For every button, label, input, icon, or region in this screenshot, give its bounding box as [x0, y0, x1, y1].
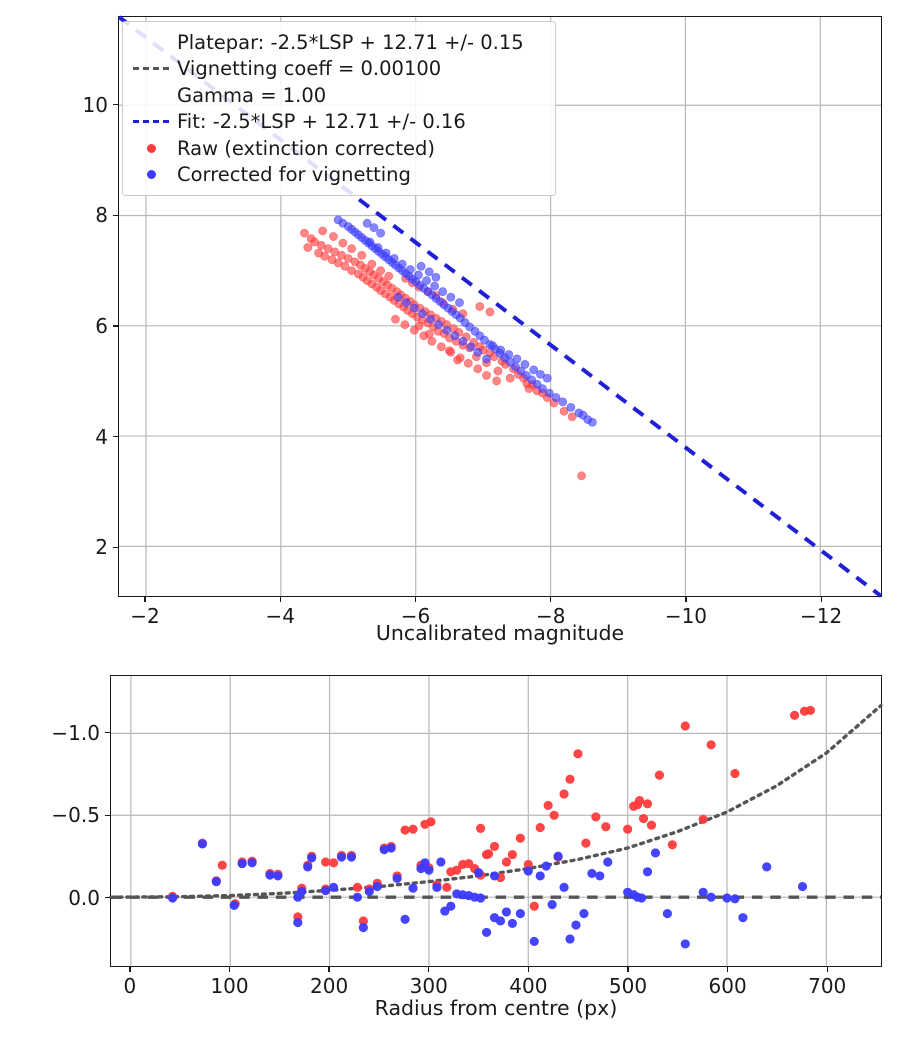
y-tick-mark	[105, 897, 110, 899]
legend-item: Gamma = 1.00	[131, 82, 546, 109]
legend-key-none	[131, 41, 171, 44]
x-tick-mark	[685, 597, 687, 602]
x-tick-mark	[428, 967, 430, 972]
x-tick-label: −8	[535, 604, 566, 628]
legend-item: Fit: -2.5*LSP + 12.71 +/- 0.16	[131, 109, 546, 136]
x-tick-label: 600	[708, 974, 747, 998]
x-tick-mark	[328, 967, 330, 972]
plot-legend: Platepar: -2.5*LSP + 12.71 +/- 0.15 Vigne…	[122, 21, 556, 196]
y-tick-label: 4	[95, 424, 108, 449]
legend-key-empty	[133, 94, 169, 97]
y-tick-label: −1.0	[51, 720, 100, 745]
legend-key-line	[131, 67, 171, 71]
y-tick-mark	[105, 814, 110, 816]
x-tick-label: −10	[664, 604, 708, 628]
y-tick-mark	[113, 546, 118, 548]
legend-item: Platepar: -2.5*LSP + 12.71 +/- 0.15	[131, 29, 546, 56]
legend-marker-swatch	[146, 170, 156, 180]
x-tick-mark	[550, 597, 552, 602]
x-tick-mark	[129, 967, 131, 972]
legend-item-label: Fit: -2.5*LSP + 12.71 +/- 0.16	[177, 110, 466, 133]
legend-item: Corrected for vignetting	[131, 162, 546, 189]
x-axis-title: Uncalibrated magnitude	[375, 621, 625, 645]
magnitude-plot-canvas	[117, 15, 883, 598]
x-tick-mark	[279, 597, 281, 602]
legend-marker-swatch	[146, 143, 156, 153]
x-tick-label: 200	[310, 974, 349, 998]
legend-item-label: Vignetting coeff = 0.00100	[177, 57, 442, 80]
y-tick-label: 0.0	[68, 885, 100, 910]
legend-dashed-line-swatch	[133, 120, 169, 124]
fit-residuals-plot	[109, 675, 883, 967]
legend-item: Vignetting coeff = 0.00100	[131, 56, 546, 83]
x-tick-mark	[228, 967, 231, 972]
x-tick-label: 400	[509, 974, 548, 998]
x-tick-label: −4	[265, 604, 295, 628]
x-tick-mark	[826, 967, 828, 972]
y-tick-label: 8	[95, 203, 108, 228]
legend-key-marker	[131, 170, 171, 180]
residuals-plot-canvas	[109, 676, 883, 966]
y-tick-mark	[113, 435, 118, 438]
x-tick-label: 100	[210, 974, 249, 998]
legend-key-line	[131, 120, 171, 124]
x-tick-mark	[414, 597, 417, 602]
series-raw	[300, 226, 586, 481]
legend-item-label: Gamma = 1.00	[177, 83, 327, 107]
x-tick-label: −6	[400, 604, 431, 628]
series-corrected	[333, 215, 597, 427]
legend-item-label: Corrected for vignetting	[177, 163, 411, 186]
y-tick-mark	[113, 325, 118, 327]
legend-key-marker	[131, 143, 171, 153]
x-tick-mark	[726, 967, 729, 972]
y-tick-mark	[113, 103, 118, 106]
y-tick-label: 10	[82, 92, 108, 117]
y-tick-label: 6	[95, 313, 108, 338]
x-axis-title: Radius from centre (px)	[374, 996, 618, 1020]
x-tick-label: 0	[123, 974, 137, 998]
x-tick-label: 500	[608, 974, 648, 998]
x-tick-mark	[144, 597, 146, 602]
x-tick-mark	[527, 967, 530, 972]
y-tick-label: 2	[95, 535, 108, 560]
x-tick-mark	[820, 597, 822, 602]
legend-item-label: Platepar: -2.5*LSP + 12.71 +/- 0.15	[177, 30, 524, 54]
x-tick-label: −12	[800, 604, 843, 628]
y-tick-label: −0.5	[51, 803, 100, 828]
legend-key-empty	[133, 41, 169, 44]
x-tick-label: 700	[808, 974, 847, 998]
y-tick-mark	[113, 214, 118, 216]
series-corrected	[168, 839, 808, 949]
legend-item: Raw (extinction corrected)	[131, 135, 546, 162]
x-tick-mark	[627, 967, 629, 972]
x-tick-label: 300	[409, 974, 448, 998]
legend-key-none	[131, 94, 171, 97]
y-tick-mark	[105, 732, 110, 734]
legend-dashed-line-swatch	[133, 67, 169, 71]
x-tick-label: −2	[130, 604, 160, 628]
legend-item-label: Raw (extinction corrected)	[177, 136, 435, 160]
